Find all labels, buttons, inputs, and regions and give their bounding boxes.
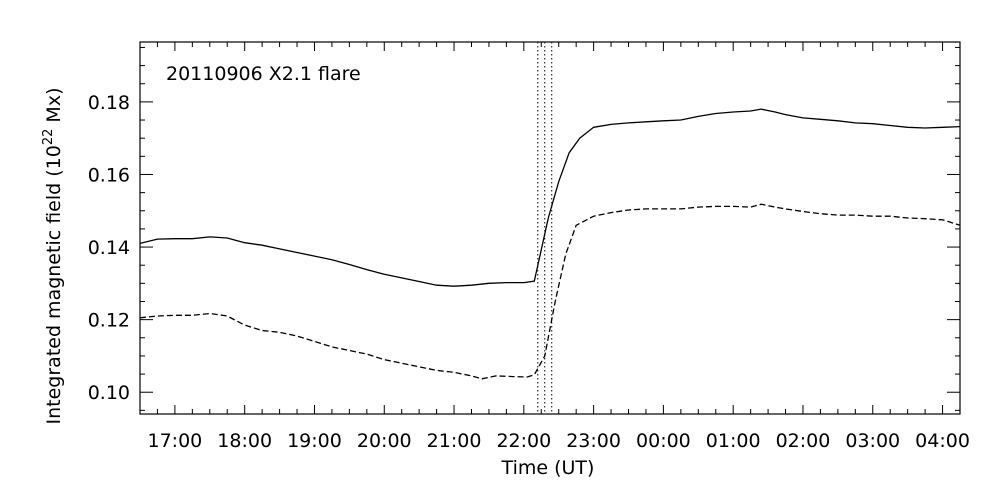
y-axis-title-exponent: 22 bbox=[41, 129, 56, 146]
series-line-solid bbox=[139, 108, 961, 287]
y-tick-label: 0.10 bbox=[88, 382, 130, 404]
series-line-dashed bbox=[139, 203, 961, 380]
x-axis-title: Time (UT) bbox=[501, 457, 595, 479]
series-group bbox=[139, 108, 961, 380]
y-tick-label: 0.12 bbox=[88, 310, 130, 332]
x-tick-label: 18:00 bbox=[217, 430, 272, 452]
x-tick-label: 02:00 bbox=[776, 430, 831, 452]
y-axis-title-text: Integrated magnetic field (10 bbox=[43, 145, 65, 424]
y-tick-label: 0.14 bbox=[88, 237, 130, 259]
y-axis-title: Integrated magnetic field (1022 Mx) bbox=[41, 88, 65, 425]
flare-annotation: 20110906 X2.1 flare bbox=[166, 63, 361, 85]
x-tick-label: 03:00 bbox=[845, 430, 900, 452]
x-tick-label: 01:00 bbox=[706, 430, 761, 452]
x-tick-label: 04:00 bbox=[915, 430, 970, 452]
y-axis-title-unit: Mx) bbox=[43, 88, 65, 129]
x-tick-label: 00:00 bbox=[636, 430, 691, 452]
plot-frame bbox=[139, 41, 961, 415]
tick-labels: 17:00 18:00 19:00 20:00 21:00 22:00 23:00 00:00… bbox=[88, 92, 970, 452]
x-tick-label: 22:00 bbox=[496, 430, 551, 452]
y-tick-label: 0.18 bbox=[88, 92, 130, 114]
x-tick-label: 17:00 bbox=[148, 430, 203, 452]
y-tick-label: 0.16 bbox=[88, 164, 130, 186]
x-tick-label: 20:00 bbox=[357, 430, 412, 452]
x-tick-label: 23:00 bbox=[566, 430, 621, 452]
x-tick-label: 19:00 bbox=[287, 430, 342, 452]
axis-ticks bbox=[139, 42, 961, 414]
x-tick-label: 21:00 bbox=[427, 430, 482, 452]
